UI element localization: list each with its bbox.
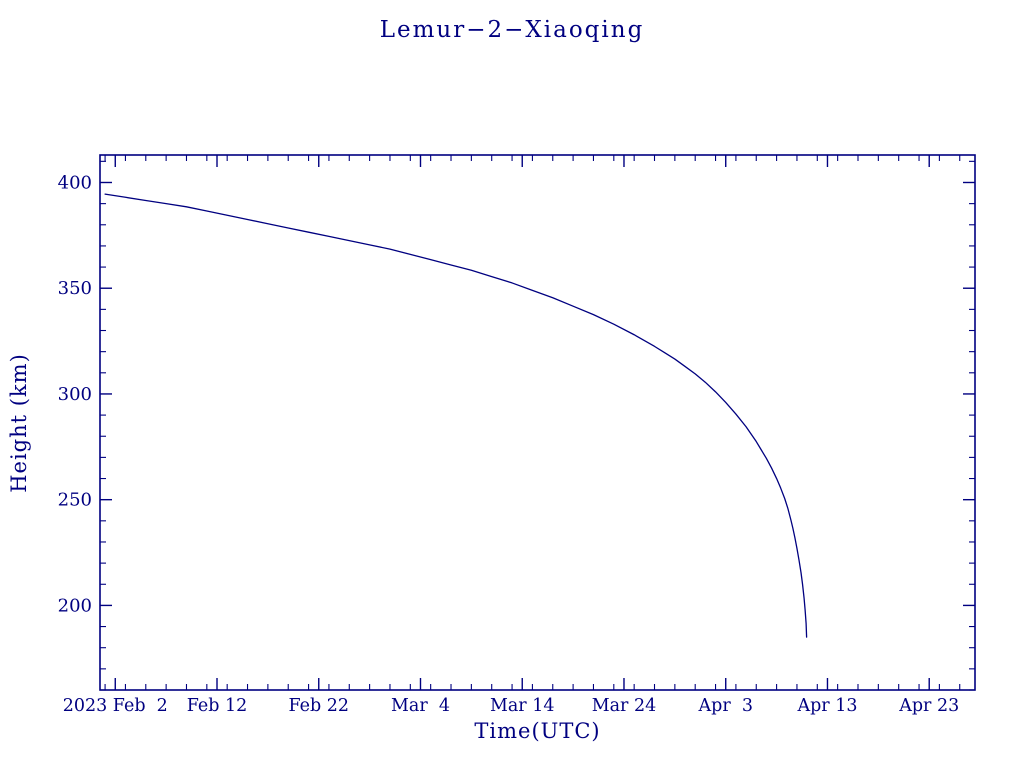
x-tick-label: Apr 13: [796, 696, 857, 716]
y-tick-label: 300: [58, 384, 92, 405]
x-tick-label: Apr 3: [697, 696, 752, 716]
x-tick-label: Feb 22: [288, 696, 349, 716]
y-tick-label: 400: [58, 172, 92, 193]
x-tick-label: Feb 12: [187, 696, 248, 716]
y-tick-label: 350: [58, 278, 92, 299]
x-tick-label: Mar 4: [391, 696, 450, 716]
x-tick-label: Mar 14: [490, 696, 555, 716]
x-tick-label: Mar 24: [592, 696, 657, 716]
height-curve: [104, 193, 808, 638]
chart-title: Lemur−2−Xiaoqing: [379, 17, 645, 43]
plot-frame: [99, 154, 976, 691]
x-axis-label: Time(UTC): [474, 719, 601, 743]
x-tick-label: 2023 Feb 2: [63, 696, 168, 716]
x-tick-label: Apr 23: [898, 696, 959, 716]
y-tick-label: 250: [58, 490, 92, 511]
y-tick-label: 200: [58, 595, 92, 616]
